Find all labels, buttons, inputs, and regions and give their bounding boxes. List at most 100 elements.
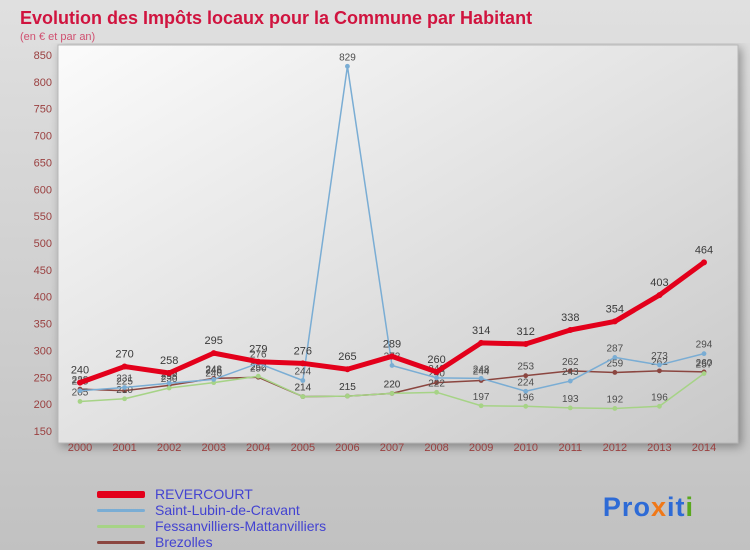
data-point-label: 231	[116, 373, 133, 384]
data-point-label: 260	[427, 354, 445, 366]
chart-header: Evolution des Impôts locaux pour la Comm…	[0, 0, 750, 43]
data-point-label: 244	[473, 367, 490, 378]
y-tick-label: 300	[34, 345, 52, 357]
data-point-label: 196	[517, 392, 534, 403]
data-point	[434, 380, 439, 386]
chart-subtitle: (en € et par an)	[20, 31, 96, 43]
legend-label: Fessanvilliers-Mattanvilliers	[155, 517, 327, 534]
x-tick-label: 2012	[603, 442, 627, 454]
data-point	[255, 373, 261, 379]
data-point	[300, 394, 306, 400]
data-point-label: 260	[696, 358, 713, 369]
logo-letter: i	[685, 492, 694, 522]
legend-label: Brezolles	[155, 533, 213, 550]
data-point	[166, 369, 173, 376]
data-point-label: 338	[561, 312, 579, 324]
data-point	[345, 393, 350, 399]
data-point	[612, 355, 618, 360]
data-point	[657, 362, 662, 368]
data-point-label: 253	[517, 362, 534, 373]
data-point-label: 248	[473, 364, 490, 375]
x-tick-label: 2000	[68, 442, 92, 454]
legend-swatch-revercourt	[97, 490, 145, 498]
data-point	[657, 368, 662, 374]
data-point-label: 314	[472, 325, 490, 337]
data-point	[567, 327, 574, 334]
logo-letter: x	[650, 492, 667, 522]
legend-swatch-fessanvilliers	[97, 524, 145, 528]
y-tick-label: 450	[34, 265, 52, 277]
data-point-label: 220	[384, 379, 401, 390]
data-point-label: 193	[562, 394, 579, 405]
data-point-label: 196	[651, 392, 668, 403]
y-tick-label: 400	[34, 292, 52, 304]
data-point-label: 214	[295, 383, 312, 394]
legend-label: REVERCOURT	[155, 485, 253, 502]
data-point	[300, 378, 306, 383]
data-point	[611, 318, 618, 325]
data-point	[478, 375, 484, 381]
data-point-label: 354	[606, 303, 624, 315]
legend-swatch-brezolles	[97, 540, 145, 544]
data-point	[121, 363, 128, 370]
x-tick-label: 2006	[335, 442, 359, 454]
y-tick-label: 250	[34, 372, 52, 384]
data-point	[701, 259, 707, 266]
data-point	[344, 366, 351, 373]
legend-item-saint-lubin: Saint-Lubin-de-Cravant	[97, 502, 326, 518]
legend-swatch-saint-lubin	[97, 508, 145, 512]
data-point	[612, 406, 618, 411]
y-tick-label: 500	[34, 238, 52, 250]
data-point-label: 270	[115, 349, 133, 361]
data-point-label: 265	[338, 351, 356, 363]
y-tick-label: 850	[34, 50, 52, 62]
data-point	[523, 403, 529, 409]
data-point-label: 235	[161, 371, 178, 382]
data-point-label: 276	[294, 345, 312, 357]
data-point-label: 230	[161, 374, 178, 385]
y-tick-label: 150	[34, 426, 52, 438]
proxiti-logo[interactable]: Proxiti	[603, 492, 694, 523]
x-tick-label: 2008	[424, 442, 448, 454]
data-point	[210, 350, 217, 357]
data-point	[433, 368, 440, 375]
legend-item-revercourt: REVERCOURT	[97, 486, 326, 502]
x-tick-label: 2010	[513, 442, 537, 454]
legend-label: Saint-Lubin-de-Cravant	[155, 501, 300, 518]
data-point-label: 225	[116, 377, 133, 388]
x-tick-label: 2011	[558, 442, 582, 454]
line-chart: 150 200 250 300 350 400 450 500 550 600 650 700 750 8…	[34, 44, 739, 454]
y-tick-label: 800	[34, 77, 52, 89]
data-point-label: 287	[607, 343, 624, 354]
data-point-label: 273	[651, 351, 668, 362]
data-point	[478, 339, 485, 346]
data-point-label: 262	[651, 357, 668, 368]
data-point	[612, 370, 618, 375]
data-point-label: 258	[160, 355, 178, 367]
data-point	[434, 375, 439, 381]
data-point-label: 240	[205, 369, 222, 380]
legend-item-fessanvilliers: Fessanvilliers-Mattanvilliers	[97, 518, 326, 534]
data-point-label: 312	[517, 326, 535, 338]
data-point-label: 215	[339, 382, 356, 393]
x-tick-label: 2013	[647, 442, 671, 454]
data-point	[299, 360, 306, 367]
data-point	[656, 292, 663, 299]
chart-legend: REVERCOURT Saint-Lubin-de-Cravant Fessan…	[97, 486, 326, 550]
x-tick-label: 2003	[201, 442, 225, 454]
data-point-label: 464	[695, 244, 713, 256]
data-point	[77, 388, 83, 394]
data-point-label: 262	[562, 357, 579, 368]
x-tick-label: 2004	[246, 442, 270, 454]
data-point	[522, 340, 529, 347]
x-tick-label: 2001	[112, 442, 136, 454]
y-tick-label: 350	[34, 319, 52, 331]
data-point-label: 243	[562, 367, 579, 378]
data-point-label: 244	[295, 367, 312, 378]
data-point	[166, 380, 172, 386]
y-tick-label: 650	[34, 157, 52, 169]
data-point-label: 257	[696, 360, 713, 371]
y-tick-label: 700	[34, 131, 52, 143]
